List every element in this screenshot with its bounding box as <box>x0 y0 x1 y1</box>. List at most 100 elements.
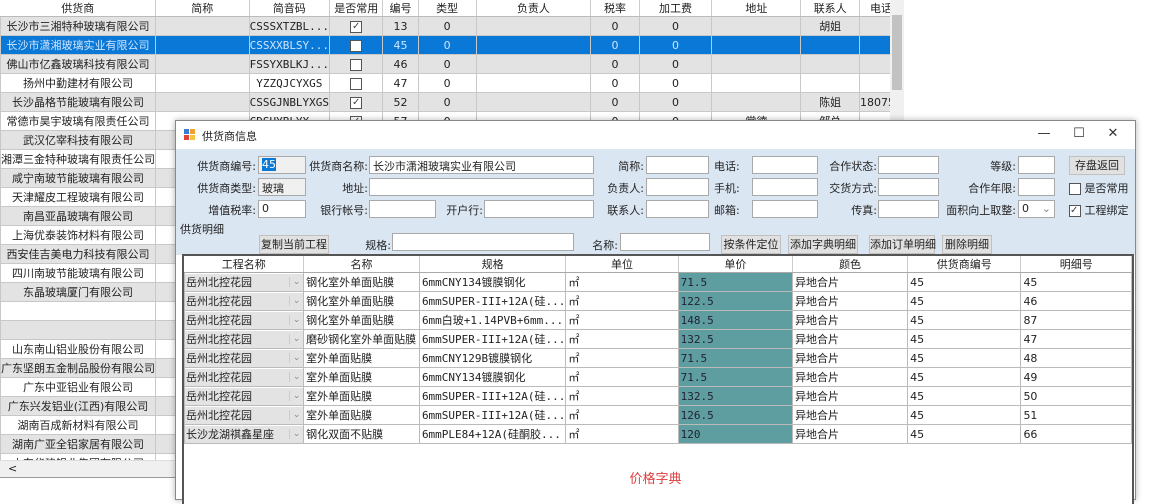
chevron-down-icon[interactable]: ⌄ <box>289 429 302 439</box>
cell-no[interactable]: 47 <box>382 73 419 93</box>
chevron-down-icon[interactable]: ⌄ <box>289 410 302 420</box>
project-combo[interactable]: 岳州北控花园 ⌄ <box>185 311 303 329</box>
cell-name[interactable]: 咸宁南玻节能玻璃有限公司 <box>0 168 156 188</box>
cell-fee[interactable]: 0 <box>638 16 713 36</box>
common-checkbox[interactable]: 是否常用 <box>1069 180 1129 196</box>
copy-project-button[interactable]: 复制当前工程 <box>259 235 329 254</box>
cell-name[interactable]: 山东南山铝业股份有限公司 <box>0 339 156 359</box>
cell-addr[interactable] <box>711 35 802 55</box>
cell-4[interactable]: 120 <box>677 424 794 444</box>
cell-6[interactable]: 45 <box>907 291 1022 311</box>
cell-3[interactable]: ㎡ <box>565 348 679 368</box>
cell-0[interactable]: 岳州北控花园 ⌄ <box>183 272 305 292</box>
cell-code[interactable]: CSSXXBLSY... <box>248 35 331 55</box>
cell-7[interactable]: 87 <box>1020 310 1132 330</box>
cell-1[interactable]: 室外单面贴膜 <box>303 348 420 368</box>
cell-contact[interactable] <box>800 54 860 74</box>
cell-5[interactable]: 异地合片 <box>792 367 909 387</box>
column-header[interactable]: 简称 <box>155 0 250 17</box>
cell-4[interactable]: 132.5 <box>677 386 794 406</box>
cell-short[interactable] <box>155 16 250 36</box>
cell-3[interactable]: ㎡ <box>565 405 679 425</box>
cell-name[interactable]: 西安佳吉美电力科技有限公司 <box>0 244 156 264</box>
cell-type[interactable]: 0 <box>417 73 477 93</box>
name-filter-field[interactable] <box>620 233 710 251</box>
cell-name[interactable]: 扬州中勤建材有限公司 <box>0 73 156 93</box>
maximize-button[interactable]: ☐ <box>1073 126 1085 141</box>
common-checkbox[interactable]: ✓ <box>350 96 363 109</box>
cell-6[interactable]: 45 <box>907 405 1022 425</box>
cell-1[interactable]: 钢化室外单面贴膜 <box>303 291 420 311</box>
cell-0[interactable]: 岳州北控花园 ⌄ <box>183 291 305 311</box>
cell-1[interactable]: 室外单面贴膜 <box>303 386 420 406</box>
cell-name[interactable]: 广东中亚铝业有限公司 <box>0 377 156 397</box>
column-header[interactable]: 是否常用 <box>329 0 384 17</box>
cell-name[interactable]: 湖南百成新材料有限公司 <box>0 415 156 435</box>
cell-3[interactable]: ㎡ <box>565 424 679 444</box>
column-header[interactable]: 工程名称 <box>184 256 305 273</box>
cell-0[interactable]: 岳州北控花园 ⌄ <box>183 405 305 425</box>
detail-row[interactable]: 岳州北控花园 ⌄ 磨砂钢化室外单面贴膜 6mmSUPER-III+12A(硅... ㎡ 1… <box>183 329 1132 349</box>
cell-7[interactable]: 48 <box>1020 348 1132 368</box>
close-button[interactable]: ✕ <box>1107 126 1119 141</box>
chevron-down-icon[interactable]: ⌄ <box>289 372 302 382</box>
column-header[interactable]: 供货商 <box>0 0 156 17</box>
cell-2[interactable]: 6mmSUPER-III+12A(硅... <box>418 291 567 311</box>
cell-common[interactable]: ✓ <box>329 16 384 36</box>
cell-code[interactable]: CSSSXTZBL... <box>248 16 331 36</box>
cell-1[interactable]: 钢化室外单面贴膜 <box>303 310 420 330</box>
detail-row[interactable]: 岳州北控花园 ⌄ 钢化室外单面贴膜 6mmSUPER-III+12A(硅... ㎡ 122… <box>183 291 1132 311</box>
cell-name[interactable]: 广东兴发铝业(江西)有限公司 <box>0 396 156 416</box>
cell-6[interactable]: 45 <box>907 329 1022 349</box>
cell-4[interactable]: 148.5 <box>677 310 794 330</box>
cell-tax[interactable]: 0 <box>590 35 640 55</box>
supplier-row[interactable]: 佛山市亿鑫玻璃科技有限公司 FSSYXBLKJ... 46 0 0 0 <box>0 54 904 74</box>
cell-6[interactable]: 45 <box>907 272 1022 292</box>
cell-6[interactable]: 45 <box>907 424 1022 444</box>
cell-contact[interactable] <box>800 35 860 55</box>
cell-7[interactable]: 49 <box>1020 367 1132 387</box>
column-header[interactable]: 联系人 <box>800 0 860 17</box>
short-field[interactable] <box>646 156 709 174</box>
cell-common[interactable]: ✓ <box>329 92 384 112</box>
cell-fee[interactable]: 0 <box>638 35 713 55</box>
cell-code[interactable]: CSSGJNBLYXGS <box>248 92 331 112</box>
cell-5[interactable]: 异地合片 <box>792 405 909 425</box>
cell-6[interactable]: 45 <box>907 386 1022 406</box>
column-header[interactable]: 税率 <box>590 0 640 17</box>
cell-7[interactable]: 45 <box>1020 272 1132 292</box>
common-checkbox[interactable] <box>350 58 363 71</box>
project-combo[interactable]: 长沙龙湖祺鑫星座 ⌄ <box>185 425 303 443</box>
level-field[interactable] <box>1018 156 1055 174</box>
common-checkbox[interactable]: ✓ <box>350 20 363 33</box>
cell-manager[interactable] <box>475 54 592 74</box>
cell-name[interactable] <box>0 320 156 340</box>
cell-type[interactable]: 0 <box>417 16 477 36</box>
cell-tax[interactable]: 0 <box>590 54 640 74</box>
cell-name[interactable]: 长沙市潇湘玻璃实业有限公司 <box>0 35 156 55</box>
delete-detail-button[interactable]: 删除明细 <box>942 235 992 254</box>
cell-1[interactable]: 钢化双面不贴膜 <box>303 424 420 444</box>
cell-no[interactable]: 46 <box>382 54 419 74</box>
project-combo[interactable]: 岳州北控花园 ⌄ <box>185 368 303 386</box>
cell-5[interactable]: 异地合片 <box>792 310 909 330</box>
column-header[interactable]: 供货商编号 <box>907 256 1022 273</box>
add-dict-detail-button[interactable]: 添加字典明细 <box>788 235 858 254</box>
cell-3[interactable]: ㎡ <box>565 310 679 330</box>
scroll-thumb[interactable] <box>892 15 902 90</box>
cell-addr[interactable] <box>711 54 802 74</box>
vat-field[interactable]: 0 <box>258 200 306 218</box>
coop-years-field[interactable] <box>1018 178 1055 196</box>
cell-tax[interactable]: 0 <box>590 16 640 36</box>
cell-contact[interactable]: 胡姐 <box>800 16 860 36</box>
cell-type[interactable]: 0 <box>417 35 477 55</box>
cell-1[interactable]: 磨砂钢化室外单面贴膜 <box>303 329 420 349</box>
cell-6[interactable]: 45 <box>907 367 1022 387</box>
cell-5[interactable]: 异地合片 <box>792 272 909 292</box>
cell-name[interactable]: 广东坚朗五金制品股份有限公司 <box>0 358 156 378</box>
cell-short[interactable] <box>155 92 250 112</box>
spec-filter-field[interactable] <box>392 233 574 251</box>
area-round-select[interactable]: 0 ⌄ <box>1018 200 1055 218</box>
cell-0[interactable]: 岳州北控花园 ⌄ <box>183 386 305 406</box>
